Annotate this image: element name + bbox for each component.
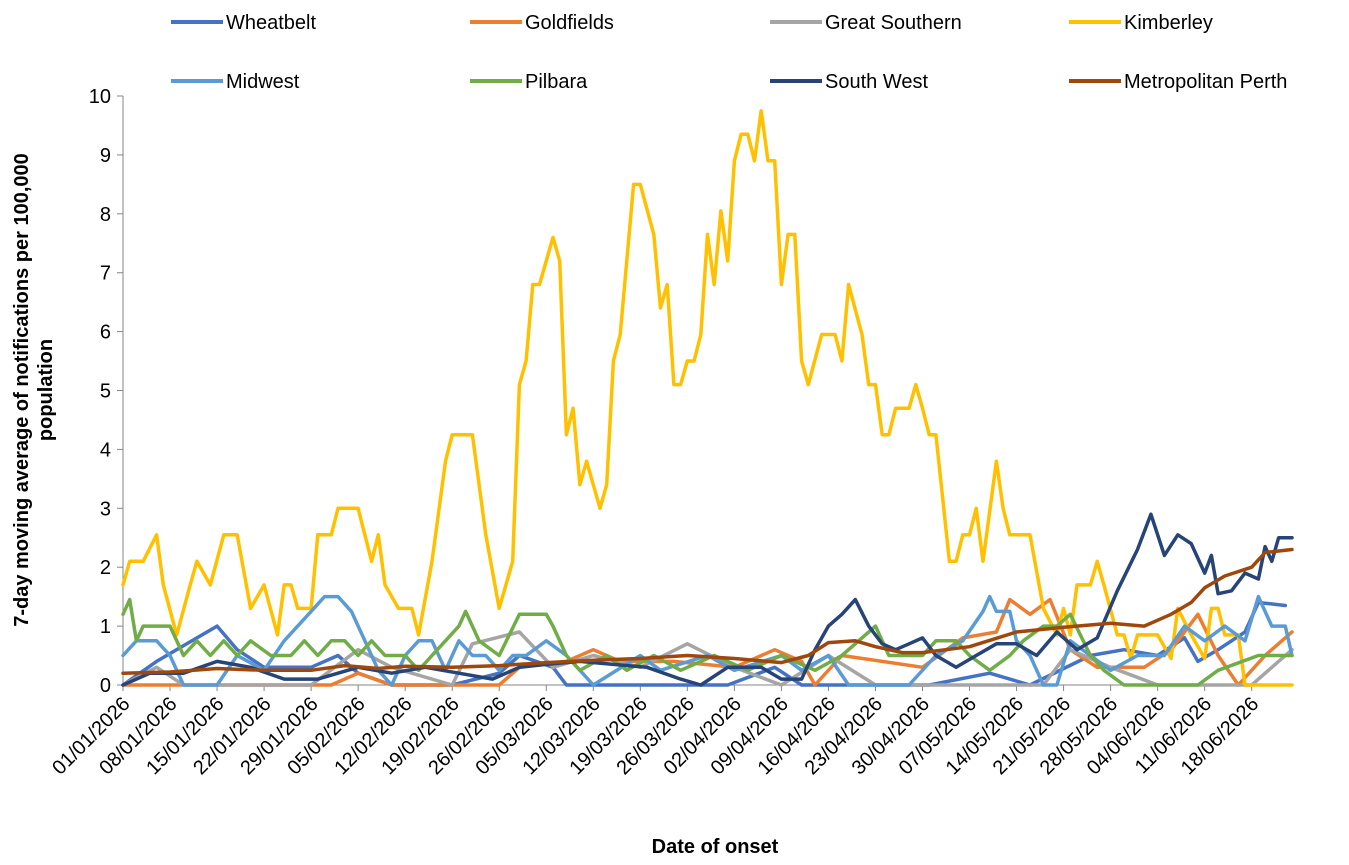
x-axis: 01/01/202608/01/202615/01/202622/01/2026… [48,684,1292,779]
y-tick-label: 9 [100,145,111,167]
series-line-kimberley [121,108,1294,687]
series-line-goldfields [121,597,1294,687]
legend-item: Pilbara [470,71,588,93]
legend-label: Midwest [226,71,300,93]
legend: Wheatbelt Goldfields Great Southern Kimberl… [171,12,1287,93]
y-tick-label: 3 [100,498,111,520]
y-tick-label: 7 [100,263,111,285]
legend-item: Great Southern [770,12,962,34]
legend-label: Great Southern [825,12,962,34]
legend-label: Kimberley [1124,12,1213,34]
legend-item: Metropolitan Perth [1069,71,1287,93]
legend-label: Goldfields [525,12,614,34]
series-line-pilbara [121,597,1294,687]
legend-item: South West [770,71,928,93]
series-line-south-west [121,512,1294,687]
legend-item: Wheatbelt [171,12,316,34]
y-tick-label: 2 [100,557,111,579]
legend-label: Metropolitan Perth [1124,71,1287,93]
series-line-wheatbelt [121,600,1288,687]
y-tick-label: 6 [100,322,111,344]
y-tick-label: 10 [89,86,111,108]
legend-item: Kimberley [1069,12,1213,34]
y-tick-label: 4 [100,439,111,461]
y-tick-label: 5 [100,381,111,403]
legend-label: Wheatbelt [226,12,316,34]
legend-label: Pilbara [525,71,588,93]
legend-label: South West [825,71,928,93]
x-axis-title: Date of onset [652,836,779,858]
y-tick-label: 8 [100,204,111,226]
legend-item: Midwest [171,71,300,93]
series-line-midwest [121,594,1294,687]
y-tick-label: 0 [100,675,111,697]
y-axis: 0 1 2 3 4 5 6 7 8 9 10 [89,86,124,697]
series-line-metropolitan-perth [121,547,1294,675]
y-tick-label: 1 [100,616,111,638]
y-axis-title: 7-day moving average of notifications pe… [11,153,57,627]
legend-item: Goldfields [470,12,614,34]
y-axis-title-line: population [35,339,57,441]
y-axis-title-line: 7-day moving average of notifications pe… [11,153,33,627]
plot-area [121,108,1294,687]
